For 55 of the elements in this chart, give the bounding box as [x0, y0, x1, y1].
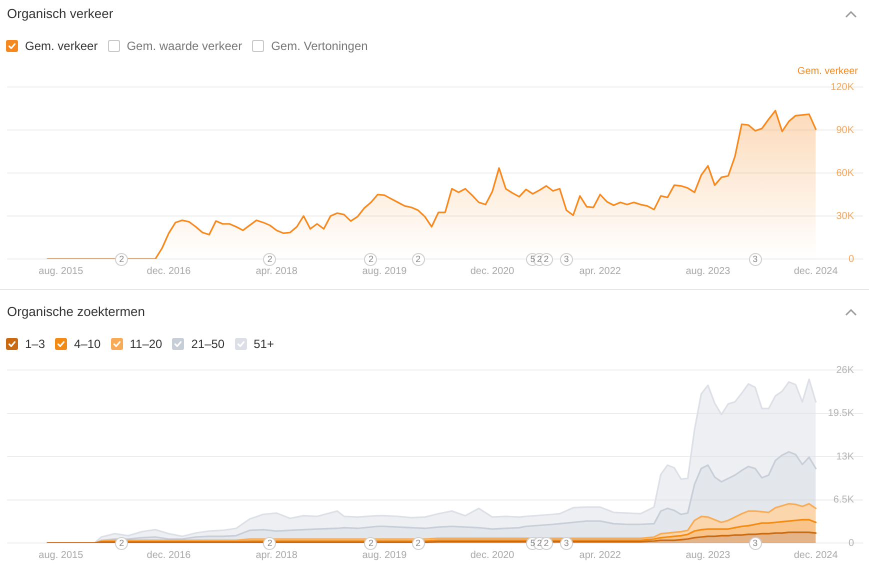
annotation: 2 — [368, 538, 374, 548]
x-tick-label: apr. 2022 — [579, 266, 622, 277]
annotation: 2 — [119, 538, 124, 548]
x-tick-label: dec. 2016 — [146, 266, 192, 277]
x-tick-label: aug. 2015 — [38, 266, 84, 277]
x-tick-label: apr. 2018 — [256, 266, 298, 277]
y-tick-label: 60K — [836, 168, 854, 179]
annotation: 2 — [544, 254, 549, 264]
x-tick-label: dec. 2020 — [470, 266, 515, 277]
y-tick-label: 13K — [836, 451, 854, 462]
legend-label: Gem. verkeer — [25, 39, 98, 53]
x-tick-label: dec. 2024 — [794, 550, 838, 561]
annotation: 2 — [536, 538, 542, 548]
x-tick-label: aug. 2019 — [362, 266, 408, 277]
legend-label: 4–10 — [74, 337, 101, 351]
annotation: 2 — [544, 538, 549, 548]
legend-label: 1–3 — [25, 337, 46, 351]
y-tick-label: 19.5K — [828, 408, 854, 419]
legend-label: 11–20 — [130, 337, 162, 351]
y-tick-label: 0 — [848, 254, 854, 265]
legend-label: 51+ — [254, 337, 274, 351]
annotation: 3 — [752, 254, 758, 264]
annotation: 3 — [752, 538, 758, 548]
y-tick-label: 30K — [836, 210, 854, 222]
annotation: 2 — [119, 254, 124, 264]
x-tick-label: dec. 2016 — [146, 550, 192, 561]
y-tick-label: 120K — [830, 82, 854, 93]
x-tick-label: dec. 2020 — [470, 550, 515, 561]
y-tick-label: 26K — [836, 364, 854, 376]
x-tick-label: aug. 2015 — [38, 550, 84, 561]
annotation: 2 — [536, 254, 542, 264]
legend-label: Gem. waarde verkeer — [126, 39, 242, 53]
chart-title: Organische zoektermen — [7, 304, 146, 320]
annotation: 2 — [267, 538, 272, 548]
y-tick-label: 6.5K — [833, 494, 854, 506]
x-tick-label: aug. 2023 — [686, 550, 731, 561]
y-tick-label: 0 — [848, 538, 854, 549]
y-axis-title: Gem. verkeer — [797, 66, 858, 78]
annotation: 3 — [564, 254, 569, 264]
chart-title: Organisch verkeer — [7, 6, 114, 22]
annotation: 2 — [368, 254, 374, 264]
annotation: 3 — [564, 538, 569, 548]
legend-label: Gem. Vertoningen — [271, 39, 368, 53]
x-tick-label: apr. 2018 — [256, 550, 298, 561]
y-tick-label: 90K — [836, 124, 854, 136]
annotation: 2 — [416, 538, 421, 548]
x-tick-label: aug. 2023 — [686, 266, 731, 277]
annotation: 5 — [530, 538, 536, 548]
annotation: 2 — [416, 254, 421, 264]
annotation: 2 — [267, 254, 272, 264]
annotation: 5 — [530, 254, 536, 264]
x-tick-label: dec. 2024 — [794, 266, 838, 277]
x-tick-label: aug. 2019 — [362, 550, 408, 561]
legend-label: 21–50 — [191, 337, 225, 351]
x-tick-label: apr. 2022 — [579, 550, 622, 561]
